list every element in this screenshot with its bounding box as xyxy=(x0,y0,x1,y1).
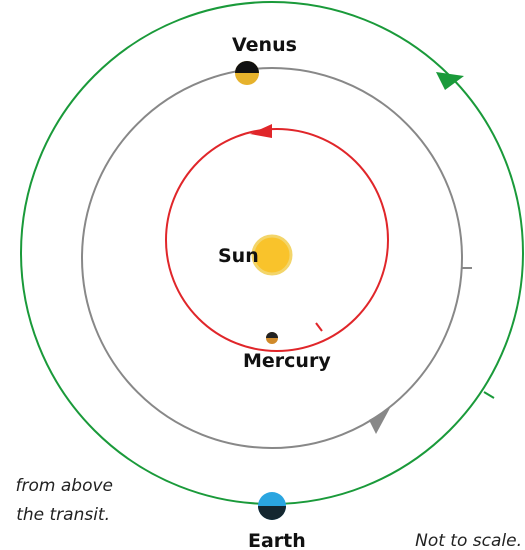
sun-label: Sun xyxy=(218,245,259,267)
earth-shadow xyxy=(258,506,286,520)
note-line: the transit. xyxy=(16,505,110,525)
earth-label: Earth xyxy=(248,530,306,550)
orbit-diagram: Venus Sun Mercury Earth from above the t… xyxy=(0,0,525,550)
mercury-label: Mercury xyxy=(243,350,331,372)
venus-label: Venus xyxy=(232,34,297,56)
earth-tick xyxy=(484,392,494,398)
note-line: from above xyxy=(16,476,113,496)
mercury-shadow xyxy=(266,332,278,338)
mercury-tick xyxy=(316,323,322,331)
scale-note: Not to scale. xyxy=(415,531,522,550)
venus-shadow xyxy=(235,61,259,73)
venus-direction-arrow xyxy=(369,408,390,434)
